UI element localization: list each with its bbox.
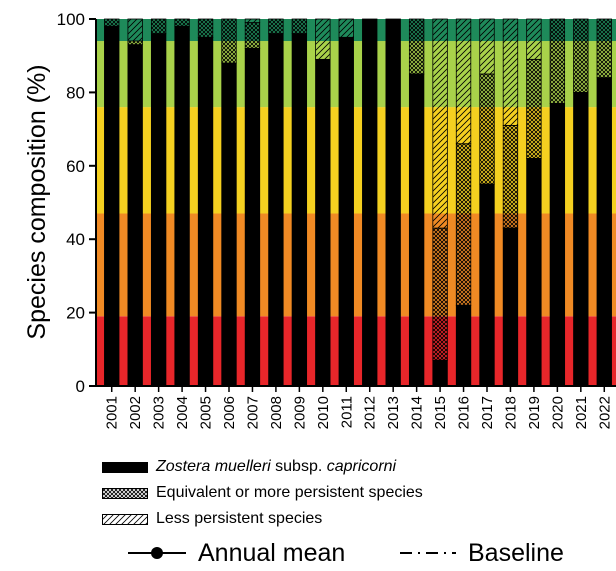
x-tick-label-2013: 2013 (385, 396, 402, 429)
x-tick-label-2015: 2015 (432, 396, 449, 429)
bar-2002-series-1 (127, 40, 143, 46)
bar-2004-series-0 (174, 25, 190, 387)
bar-2003-series-1 (150, 18, 167, 35)
bar-2016-series-2 (455, 18, 472, 145)
x-tick-label-2010: 2010 (315, 396, 332, 429)
legend-item-zostera: Zostera muelleri subsp. capricorni (102, 457, 396, 477)
bar-2009-series-1 (291, 18, 308, 35)
legend-swatch-diagonal (102, 513, 148, 525)
bar-2020-series-0 (549, 103, 566, 387)
x-tick-label-2022: 2022 (596, 396, 613, 429)
bar-2018-series-1 (502, 125, 519, 229)
bar-2001-series-1 (104, 18, 120, 27)
bar-2003-series-0 (150, 33, 167, 387)
bar-2006-series-1 (221, 18, 237, 64)
bar-2002-series-0 (127, 44, 143, 387)
bar-2002-series-2 (127, 18, 143, 42)
y-tick-label-0: 0 (76, 377, 85, 396)
bar-2019-series-0 (526, 158, 542, 387)
x-tick-label-2003: 2003 (151, 396, 168, 429)
y-tick-label-80: 80 (66, 83, 85, 102)
bar-2018-series-2 (502, 18, 519, 126)
y-tick-label-60: 60 (66, 157, 85, 176)
x-tick-label-2008: 2008 (268, 396, 285, 429)
bars-layer (104, 18, 612, 387)
bar-2011-series-2 (338, 18, 354, 38)
x-tick-label-2014: 2014 (409, 396, 426, 429)
bar-2021-series-1 (573, 18, 589, 93)
bar-2019-series-1 (526, 58, 542, 159)
bar-2015-series-2 (432, 18, 448, 229)
bar-2008-series-1 (268, 18, 284, 35)
bar-2019-series-2 (526, 18, 542, 60)
bar-2020-series-1 (549, 18, 566, 104)
bar-2017-series-1 (479, 73, 495, 185)
legend-label-equivalent: Equivalent or more persistent species (156, 484, 423, 501)
x-tick-label-2009: 2009 (291, 396, 308, 429)
bar-2016-series-0 (455, 304, 472, 387)
bar-2008-series-0 (268, 33, 284, 387)
x-tick-label-2012: 2012 (362, 396, 379, 429)
x-tick-label-2002: 2002 (127, 396, 144, 429)
legend-item-baseline: Baseline (398, 536, 564, 570)
y-tick-labels: 0 20 40 60 80 100 (57, 10, 85, 396)
x-tick-label-2017: 2017 (479, 396, 496, 429)
bar-2022-series-0 (596, 77, 612, 387)
bar-2007-series-1 (244, 22, 261, 49)
x-tick-label-2020: 2020 (549, 396, 566, 429)
legend-label-zostera: Zostera muelleri subsp. capricorni (156, 458, 397, 475)
x-tick-label-2004: 2004 (174, 396, 191, 429)
bar-2014-series-1 (408, 18, 425, 75)
legend-label-baseline: Baseline (468, 538, 564, 567)
bar-2013-series-0 (385, 18, 401, 387)
bar-2014-series-0 (408, 73, 425, 387)
x-tick-label-2001: 2001 (104, 396, 121, 429)
x-tick-label-2007: 2007 (244, 396, 261, 429)
legend-label-annual-mean: Annual mean (198, 538, 346, 567)
x-tick-label-2011: 2011 (338, 396, 355, 428)
bar-2001-series-0 (104, 25, 120, 387)
y-tick-label-40: 40 (66, 230, 85, 249)
bar-2010-series-0 (315, 58, 331, 387)
legend-swatch-crosshatch (102, 487, 148, 499)
axes-layer (89, 18, 616, 392)
bar-2005-series-1 (197, 18, 214, 38)
x-tick-label-2019: 2019 (526, 396, 543, 429)
x-tick-label-2018: 2018 (502, 396, 519, 429)
bar-2017-series-0 (479, 183, 495, 387)
bar-2022-series-1 (596, 18, 612, 79)
bar-2006-series-0 (221, 62, 237, 387)
legend-swatch-solid (102, 461, 148, 473)
bar-2009-series-0 (291, 33, 308, 387)
x-tick-label-2021: 2021 (573, 396, 590, 429)
legend-item-annual-mean: Annual mean (126, 536, 345, 570)
bar-2015-series-1 (432, 227, 448, 361)
y-axis-label: Species composition (%) (23, 64, 51, 339)
y-tick-label-20: 20 (66, 304, 85, 323)
bar-2007-series-0 (244, 47, 261, 387)
bar-2011-series-0 (338, 36, 354, 387)
bar-2016-series-1 (455, 143, 472, 306)
bar-2005-series-0 (197, 36, 214, 387)
x-tick-label-2006: 2006 (221, 396, 238, 429)
x-tick-label-2016: 2016 (456, 396, 473, 429)
baseline-dashed-line-icon (400, 552, 456, 554)
legend-item-less: Less persistent species (102, 509, 322, 529)
legend-label-less: Less persistent species (156, 510, 323, 527)
bar-2018-series-0 (502, 227, 519, 387)
bar-2021-series-0 (573, 92, 589, 387)
x-tick-label-2005: 2005 (198, 396, 215, 429)
bar-2012-series-0 (362, 18, 378, 387)
bar-2017-series-2 (479, 18, 495, 75)
bar-2004-series-1 (174, 18, 190, 27)
annual-mean-line-marker-icon (128, 547, 186, 559)
bar-2015-series-0 (432, 359, 448, 387)
x-tick-labels: 2001 2002 2003 2004 2005 2006 2007 2008 2009 2010… (104, 396, 614, 429)
bar-2010-series-2 (315, 18, 331, 60)
legend-item-equivalent: Equivalent or more persistent species (102, 483, 423, 503)
y-tick-label-100: 100 (57, 10, 85, 29)
bar-2007-series-2 (244, 18, 261, 24)
